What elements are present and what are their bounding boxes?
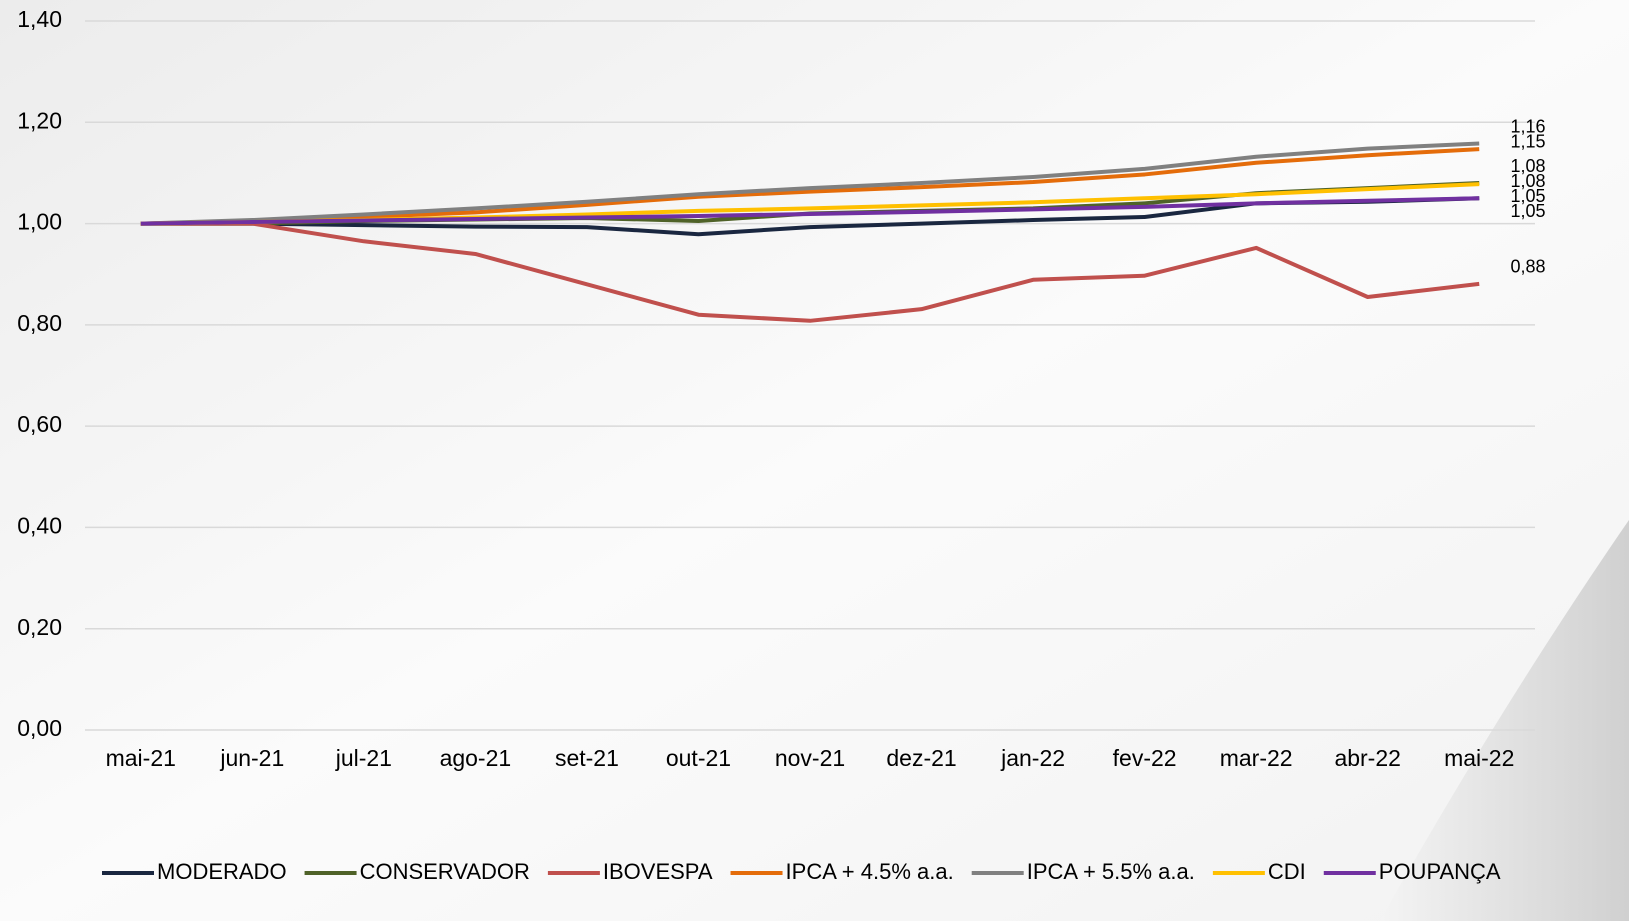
legend-label: IPCA + 4.5% a.a. xyxy=(786,859,954,884)
x-tick-label: fev-22 xyxy=(1113,745,1177,771)
data-label: 1,08 xyxy=(1510,156,1545,176)
y-tick-label: 0,00 xyxy=(17,715,62,741)
series-line xyxy=(140,221,1480,323)
x-tick-label: jan-22 xyxy=(1000,745,1065,771)
legend-label: MODERADO xyxy=(157,859,287,884)
series-line xyxy=(140,147,1480,226)
y-tick-label: 1,20 xyxy=(17,107,62,133)
x-tick-label: set-21 xyxy=(555,745,619,771)
y-tick-label: 0,20 xyxy=(17,614,62,640)
x-tick-label: out-21 xyxy=(666,745,731,771)
x-tick-label: abr-22 xyxy=(1334,745,1400,771)
x-tick-label: dez-21 xyxy=(886,745,956,771)
y-tick-label: 1,40 xyxy=(17,6,62,32)
data-label: 1,15 xyxy=(1510,131,1545,151)
series-line xyxy=(140,141,1480,226)
x-tick-label: jun-21 xyxy=(219,745,284,771)
data-label: 1,16 xyxy=(1510,116,1545,136)
legend-label: IBOVESPA xyxy=(603,859,713,884)
data-label: 0,88 xyxy=(1510,257,1545,277)
decoration xyxy=(1380,520,1629,921)
x-tick-label: jul-21 xyxy=(335,745,392,771)
legend-label: IPCA + 5.5% a.a. xyxy=(1027,859,1195,884)
x-tick-label: mar-22 xyxy=(1220,745,1293,771)
data-label: 1,05 xyxy=(1510,201,1545,221)
data-label: 1,08 xyxy=(1510,171,1545,191)
y-tick-label: 0,60 xyxy=(17,411,62,437)
data-label: 1,05 xyxy=(1510,186,1545,206)
y-tick-label: 1,00 xyxy=(17,209,62,235)
x-tick-label: mai-21 xyxy=(106,745,176,771)
legend-label: CONSERVADOR xyxy=(360,859,530,884)
legend-label: POUPANÇA xyxy=(1379,859,1501,884)
y-tick-label: 0,80 xyxy=(17,310,62,336)
y-tick-label: 0,40 xyxy=(17,513,62,539)
legend-label: CDI xyxy=(1268,859,1306,884)
x-tick-label: mai-22 xyxy=(1444,745,1514,771)
x-tick-label: nov-21 xyxy=(775,745,845,771)
series-line xyxy=(140,196,1480,226)
x-tick-label: ago-21 xyxy=(440,745,512,771)
